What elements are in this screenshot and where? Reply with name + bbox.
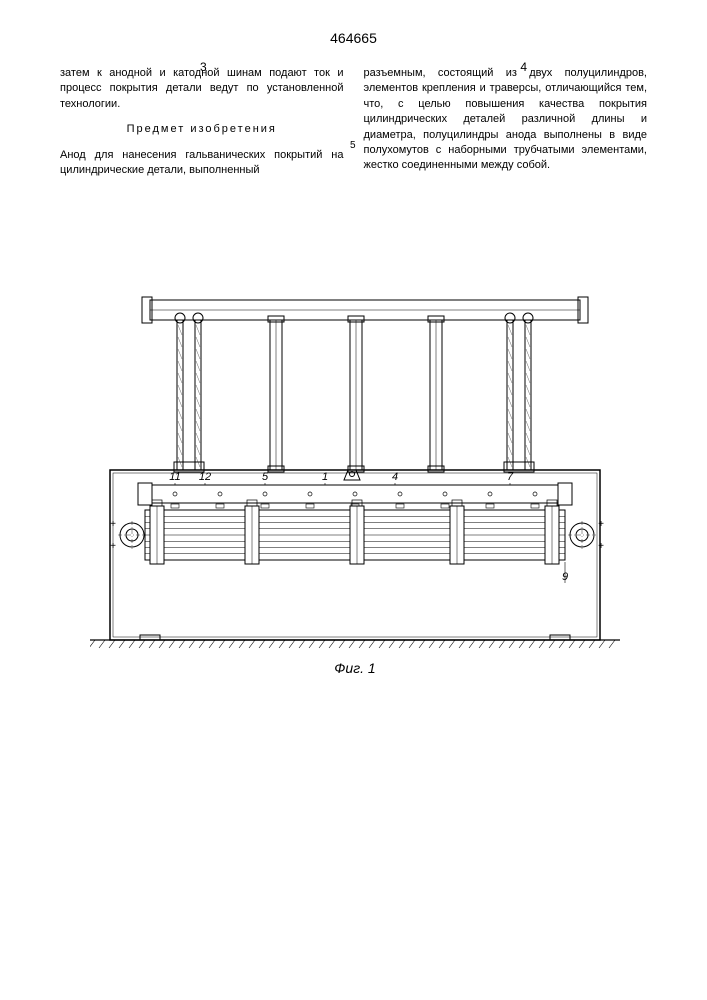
svg-text:12: 12 [199, 471, 211, 483]
text-columns: затем к анодной и катодной шинам подают … [0, 66, 707, 178]
document-number: 464665 [0, 0, 707, 66]
page-number-left: 3 [200, 60, 207, 74]
svg-text:5: 5 [262, 471, 269, 483]
paragraph: разъемным, состоящий из двух полуцилиндр… [364, 66, 648, 174]
figure-label: Фиг. 1 [90, 660, 620, 676]
svg-text:11: 11 [169, 471, 180, 483]
svg-text:7: 7 [507, 471, 514, 483]
page-number-right: 4 [520, 60, 527, 74]
svg-text:+: + [598, 541, 604, 552]
right-column: разъемным, состоящий из двух полуцилиндр… [364, 66, 648, 178]
technical-drawing: ++++111251479 [90, 290, 620, 650]
svg-text:+: + [110, 519, 116, 530]
figure-1: ++++111251479 Фиг. 1 [90, 290, 620, 670]
svg-text:+: + [598, 519, 604, 530]
left-column: затем к анодной и катодной шинам подают … [60, 66, 344, 178]
svg-text:4: 4 [392, 471, 398, 483]
line-number: 5 [350, 140, 356, 151]
paragraph: Анод для нанесения гальванических покрыт… [60, 148, 344, 179]
section-title: Предмет изобретения [60, 122, 344, 137]
svg-text:1: 1 [322, 471, 328, 483]
svg-text:+: + [110, 541, 116, 552]
